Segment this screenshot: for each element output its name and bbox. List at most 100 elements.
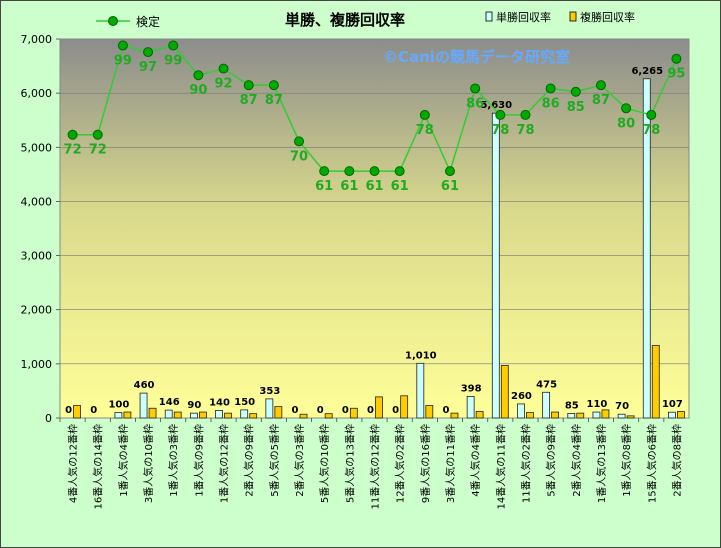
x-tick-label: 5番人気の10番枠: [318, 424, 331, 503]
bar-win: [240, 409, 249, 419]
line-value-label: 72: [64, 143, 82, 158]
line-point: [545, 83, 556, 94]
bar-value-label: 150: [234, 397, 255, 408]
legend-swatch-place: [569, 11, 577, 22]
bar-place: [173, 411, 182, 419]
bar-value-label: 146: [159, 397, 180, 408]
bar-value-label: 460: [134, 380, 155, 391]
line-point: [394, 166, 405, 177]
x-tick-label: 12番人気の2番枠: [394, 424, 407, 503]
chart-title: 単勝、複勝回収率: [285, 11, 405, 29]
bar-place: [500, 365, 509, 419]
bar-win: [114, 412, 123, 419]
bar-place: [375, 396, 383, 419]
line-value-label: 85: [567, 100, 585, 115]
line-point: [419, 109, 430, 120]
line-value-label: 61: [391, 179, 409, 194]
x-tick-label: 1番人気の13番枠: [595, 424, 608, 503]
legend-swatch-win: [485, 11, 493, 22]
bar-value-label: 0: [292, 405, 299, 416]
line-point: [369, 166, 380, 177]
bar-value-label: 70: [615, 401, 629, 412]
bar-win: [265, 398, 274, 419]
x-tick-label: 11番人気の2番枠: [519, 424, 532, 503]
bar-value-label: 0: [392, 405, 399, 416]
line-value-label: 86: [542, 96, 560, 111]
line-point: [621, 103, 632, 114]
line-point: [470, 83, 481, 94]
line-value-label: 78: [491, 123, 509, 138]
bar-value-label: 90: [187, 400, 201, 411]
bar-place: [576, 412, 585, 419]
y-tick-label: 2,000: [21, 304, 53, 317]
line-value-label: 87: [265, 93, 283, 108]
line-value-label: 70: [290, 149, 308, 164]
bar-value-label: 6,265: [631, 66, 663, 77]
bar-value-label: 0: [90, 405, 97, 416]
bar-win: [189, 412, 198, 419]
bar-series: [73, 78, 685, 419]
bar-place: [425, 405, 434, 419]
line-value-label: 87: [592, 93, 610, 108]
x-tick-label: 2番人気の3番枠: [293, 424, 306, 497]
bar-place: [249, 413, 258, 419]
line-point: [319, 166, 330, 177]
x-tick-label: 2番人気の4番枠: [570, 424, 583, 497]
line-value-label: 97: [139, 60, 157, 75]
bar-place: [475, 411, 484, 419]
x-tick-label: 4番人気の12番枠: [67, 424, 80, 503]
bar-place: [274, 406, 283, 419]
line-point: [444, 166, 455, 177]
bar-place: [677, 411, 685, 419]
bar-win: [416, 362, 425, 419]
bar-win: [668, 411, 676, 419]
line-point: [92, 129, 103, 140]
bar-place: [349, 407, 358, 419]
line-point: [117, 40, 128, 51]
bar-place: [551, 411, 560, 419]
line-point: [294, 136, 305, 147]
x-tick-label: 5番人気の13番枠: [343, 424, 356, 503]
bar-value-label: 0: [342, 405, 349, 416]
bar-place: [73, 405, 81, 419]
line-point: [268, 80, 279, 91]
bar-place: [148, 407, 157, 419]
x-tick-label: 16番人気の14番枠: [92, 424, 105, 509]
legend-label-place: 複勝回収率: [580, 10, 635, 24]
line-point: [671, 53, 682, 64]
x-tick-label: 1番人気の8番枠: [620, 424, 633, 497]
line-value-label: 90: [189, 83, 207, 98]
x-axis: 4番人気の12番枠 16番人気の14番枠 1番人気の4番枠 3番人気の10番枠 1番人気…: [59, 418, 683, 509]
line-value-label: 78: [642, 123, 660, 138]
line-value-label: 72: [89, 143, 107, 158]
bar-win: [466, 396, 475, 419]
bar-value-label: 475: [536, 379, 557, 390]
line-value-label: 78: [516, 123, 534, 138]
y-tick-label: 5,000: [21, 141, 53, 154]
bar-win: [542, 391, 551, 419]
line-value-label: 92: [214, 77, 232, 92]
bar-win: [567, 412, 576, 419]
bar-data-labels: 0 0 100 460 146 90 140 150 353 0 0 0 0 0 1,010 0 398 5,63…: [65, 66, 683, 416]
bar-place: [299, 413, 308, 419]
bar-place: [224, 412, 232, 419]
line-value-label: 99: [164, 53, 182, 68]
line-point: [595, 80, 606, 91]
line-point: [193, 70, 204, 81]
bar-place: [400, 395, 409, 419]
bar-value-label: 100: [108, 400, 129, 411]
bar-value-label: 140: [209, 397, 230, 408]
line-value-label: 80: [617, 116, 635, 131]
bar-value-label: 5,630: [480, 100, 512, 111]
legend: 検定 単勝回収率 複勝回収率: [96, 10, 635, 29]
line-value-label: 61: [441, 179, 459, 194]
x-tick-label: 1番人気の4番枠: [117, 424, 130, 497]
bar-win: [517, 403, 525, 419]
y-tick-label: 7,000: [21, 33, 53, 46]
bar-value-label: 353: [259, 386, 280, 397]
x-tick-label: 3番人気の11番枠: [444, 424, 457, 503]
bar-value-label: 85: [565, 400, 579, 411]
line-point: [520, 109, 531, 120]
bar-value-label: 0: [367, 405, 374, 416]
